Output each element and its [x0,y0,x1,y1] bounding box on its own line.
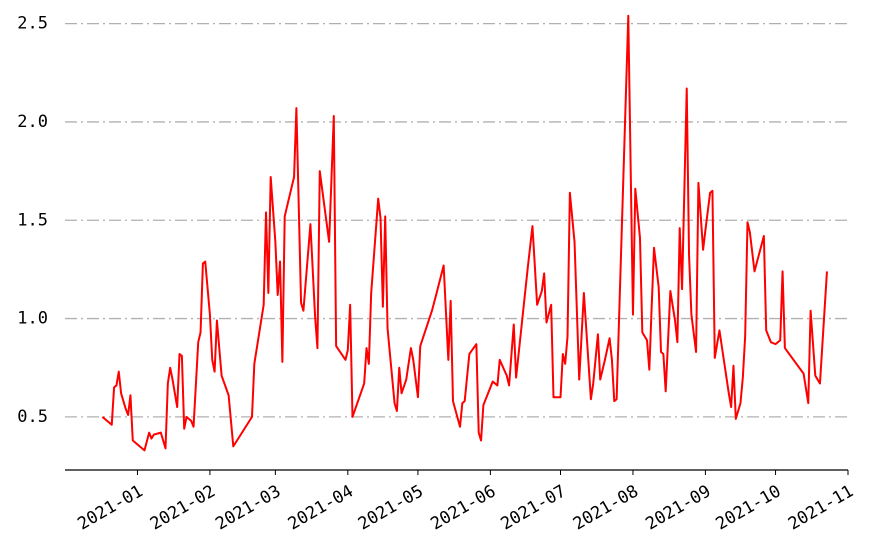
y-tick-label: 1.5 [17,210,48,230]
x-tick-label: 2021-06 [427,481,499,534]
line [101,14,828,452]
y-tick-label: 1.0 [17,309,48,329]
x-tick-label: 2021-07 [497,481,569,534]
y-tick-label: 0.5 [17,407,48,427]
x-tick-label: 2021-03 [212,481,284,534]
y-tick-label: 2.5 [17,14,48,34]
x-tick-label: 2021-04 [285,481,357,534]
x-tick-label: 2021-10 [712,481,784,534]
x-tick-label: 2021-01 [74,481,146,534]
x-tick-label: 2021-09 [642,481,714,534]
x-tick-label: 2021-11 [785,481,857,534]
y-tick-label: 2.0 [17,112,48,132]
x-tick-label: 2021-05 [355,481,427,534]
x-tick-label: 2021-08 [570,481,642,534]
x-tick-label: 2021-02 [147,481,219,534]
